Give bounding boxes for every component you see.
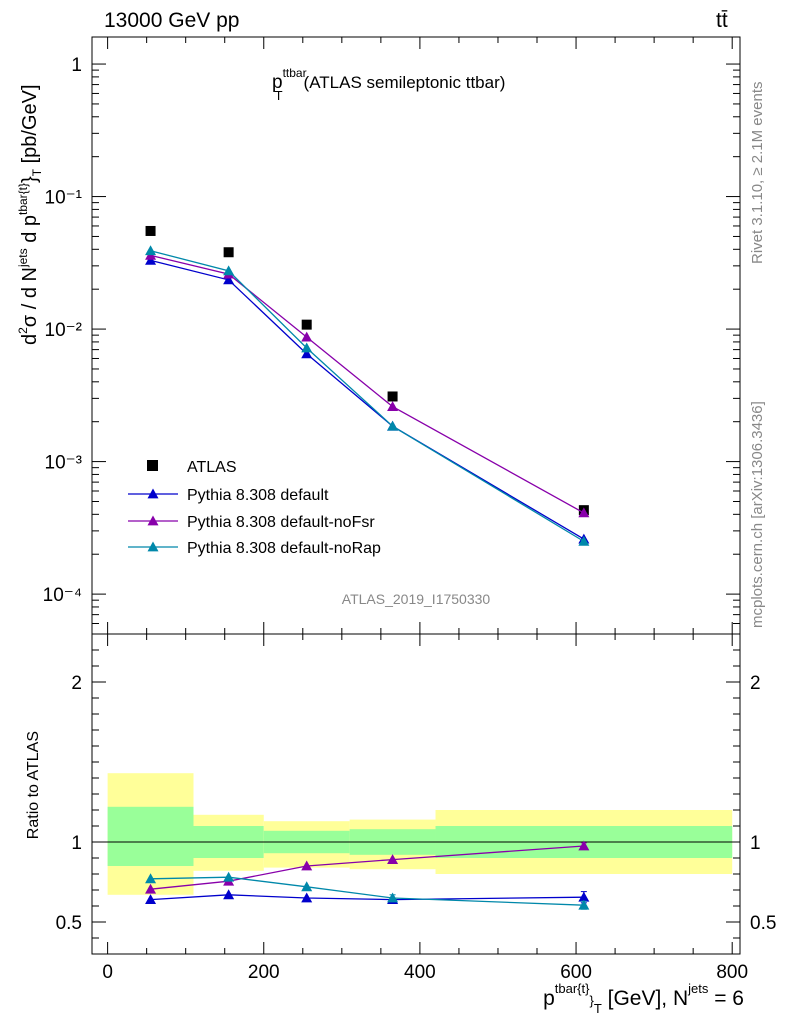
noFsr-ratio-point: [578, 840, 590, 851]
default-ratio-point: [578, 891, 590, 902]
noRap-point: [223, 265, 235, 276]
legend-label-default: Pythia 8.308 default: [187, 487, 329, 504]
default-point: [145, 254, 157, 265]
y-tick-label-upper: 10⁻³: [45, 453, 83, 474]
mcplots-info: mcplots.cern.ch [arXiv:1306.3436]: [749, 401, 766, 628]
y-tick-label-lower: 1: [71, 833, 82, 854]
rivet-info: Rivet 3.1.10, ≥ 2.1M events: [749, 82, 766, 265]
x-tick-label: 0: [102, 962, 113, 983]
lower-series: [145, 840, 590, 910]
title-p: p: [272, 72, 283, 93]
atlas-point: [223, 247, 234, 258]
analysis-watermark: ATLAS_2019_I1750330: [342, 591, 491, 607]
noFsr-ratio-point: [387, 854, 399, 864]
noRap-ratio-line: [150, 876, 584, 906]
legend-marker-noFsr: [147, 515, 159, 526]
noFsr-ratio-point: [301, 860, 313, 871]
y-tick-label-upper: 1: [71, 55, 82, 76]
y-tick-label-upper: 10⁻⁴: [43, 585, 82, 606]
x-tick-label: 400: [404, 962, 436, 983]
y-axis-label-top: d2σ / d Njets d ptbar{t}}T [pb/GeV]: [16, 84, 44, 345]
noRap-ratio-point: [301, 881, 313, 892]
legend-marker-atlas: [147, 460, 158, 471]
noFsr-ratio-point: [145, 883, 157, 894]
y-tick-label-upper: 10⁻²: [45, 320, 83, 341]
process-label: tt̄: [716, 9, 728, 32]
noFsr-point: [578, 507, 590, 518]
legend-label-noFsr: Pythia 8.308 default-noFsr: [187, 514, 375, 531]
noRap-point: [301, 342, 313, 353]
default-ratio-point: [223, 889, 235, 900]
x-tick-label: 600: [560, 962, 592, 983]
axis-ticks: 0 200 400 600 800 1 10⁻¹ 10⁻² 10⁻³ 10⁻⁴ 0.5 0.5 1 1 2 2: [43, 37, 776, 983]
band-inner-0: [107, 806, 194, 866]
default-point: [223, 274, 235, 285]
legend-marker-default: [147, 488, 159, 499]
noRap-point: [578, 535, 590, 546]
x-tick-label: 800: [716, 962, 748, 983]
default-ratio-line: [150, 894, 584, 901]
title-suffix: (ATLAS semileptonic ttbar): [304, 73, 506, 92]
x-axis-label: ptbar{t}}T [GeV], Njets = 6: [543, 981, 744, 1016]
legend-marker-noRap: [147, 541, 159, 552]
y-tick-label-lower: 2: [71, 673, 82, 694]
y-tick-label-lower-right: 2: [750, 673, 761, 694]
atlas-point: [145, 225, 156, 236]
noFsr-point: [301, 331, 313, 342]
noRap-point: [145, 245, 157, 256]
noRap-ratio-point: [145, 873, 157, 884]
y-tick-label-lower-right: 0.5: [750, 913, 776, 934]
legend-label-noRap: Pythia 8.308 default-noRap: [187, 540, 381, 557]
y-tick-label-lower: 0.5: [56, 913, 82, 934]
plot-title: pttbar T (ATLAS semileptonic ttbar): [272, 66, 505, 103]
uncertainty-bands: [107, 773, 733, 895]
y-tick-label-lower-right: 1: [750, 833, 761, 854]
default-point: [301, 348, 313, 359]
noRap-ratio-point: [387, 892, 399, 903]
noRap-ratio-point: [223, 871, 235, 882]
energy-label: 13000 GeV pp: [104, 9, 239, 32]
atlas-point: [387, 391, 398, 402]
default-ratio-point: [145, 894, 157, 904]
title-sup: ttbar: [283, 66, 307, 80]
title-sub: T: [275, 88, 283, 103]
y-axis-label-bottom: Ratio to ATLAS: [25, 731, 42, 839]
legend-label-atlas: ATLAS: [187, 459, 237, 476]
noRap-ratio-point: [578, 899, 590, 910]
x-tick-label: 200: [248, 962, 280, 983]
y-tick-label-upper: 10⁻¹: [45, 188, 83, 209]
upper-series: [145, 225, 590, 546]
atlas-point: [301, 319, 312, 330]
default-ratio-point: [301, 892, 313, 903]
noRap-point: [387, 420, 399, 431]
noFsr-point: [387, 401, 399, 412]
legend: ATLAS Pythia 8.308 default Pythia 8.308 de…: [128, 459, 381, 557]
